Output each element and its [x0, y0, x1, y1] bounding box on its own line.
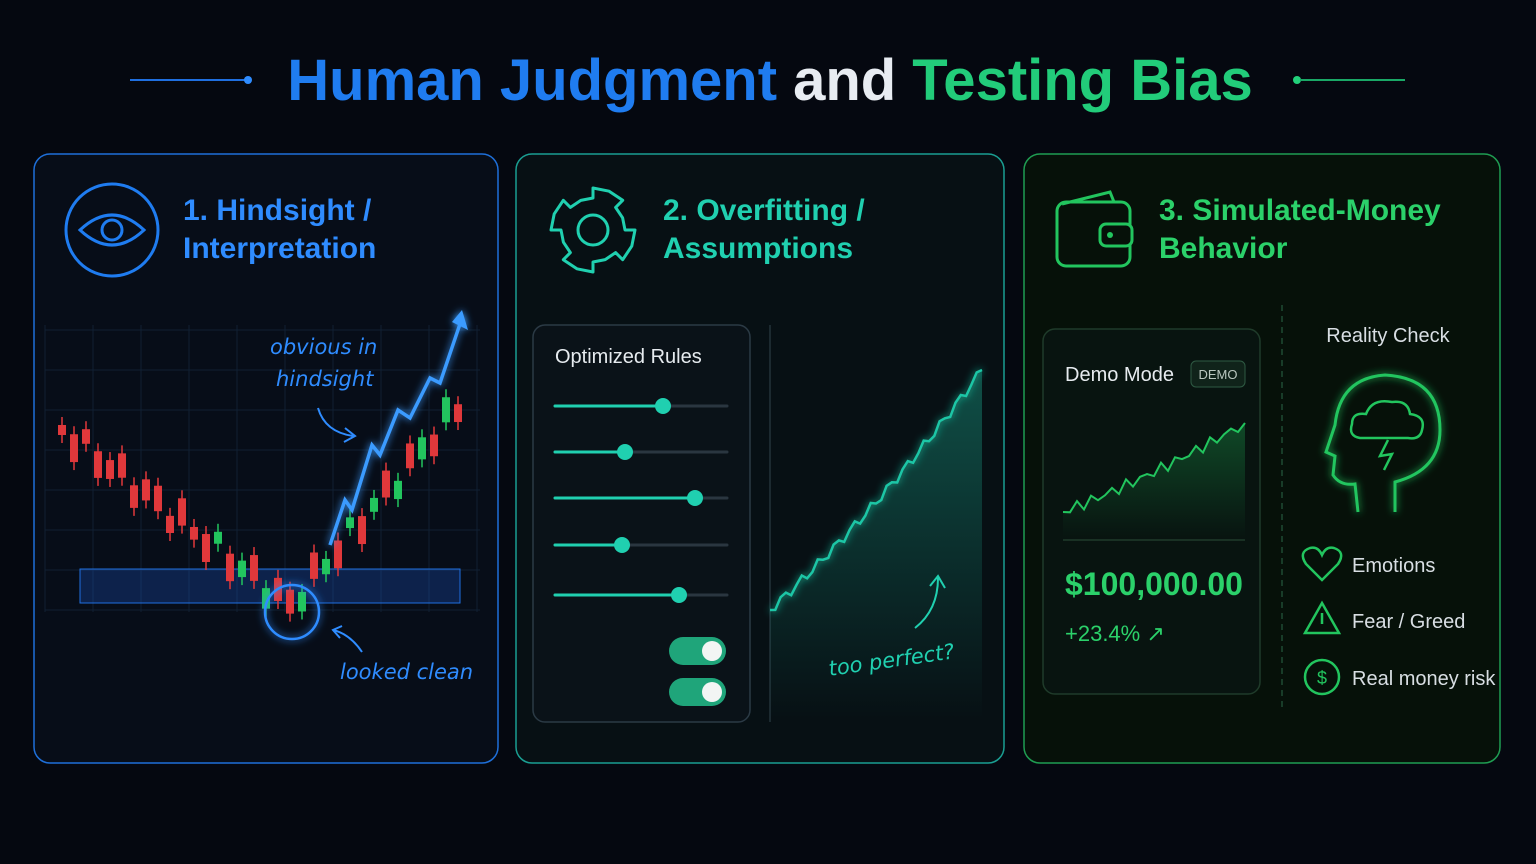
slider-knob [687, 490, 703, 506]
panel-title: Assumptions [663, 232, 853, 265]
candle-body [214, 531, 222, 544]
candle-body [370, 497, 378, 512]
title-part: Human Judgment [287, 48, 777, 113]
demo-curve [1062, 422, 1246, 514]
candle-body [298, 591, 306, 612]
cloud-icon [1349, 400, 1424, 440]
heart-icon [1301, 546, 1343, 582]
candle-body [310, 552, 318, 579]
annotation-arrow [331, 625, 363, 653]
hindsight-arrow [328, 317, 464, 546]
title-part: and [793, 48, 896, 113]
candle-body [82, 429, 90, 444]
candle-body [358, 516, 366, 545]
candle-body [322, 558, 330, 575]
toggle-knob [702, 641, 722, 661]
candle-body [454, 404, 462, 423]
sliders [553, 398, 729, 603]
candle-body [130, 485, 138, 508]
slider-knob [614, 537, 630, 553]
slider-knob [671, 587, 687, 603]
candle-body [286, 589, 294, 614]
title-part: Testing Bias [912, 48, 1253, 113]
annotation: obvious in [270, 335, 377, 359]
candle-body [430, 434, 438, 457]
candle-body [442, 397, 450, 423]
panel-title: Behavior [1159, 232, 1288, 265]
candle-body [334, 540, 342, 569]
slider-knob [617, 444, 633, 460]
candle-body [94, 451, 102, 478]
panel-title: 3. Simulated-Money [1159, 194, 1441, 227]
badge-text: DEMO [1199, 367, 1238, 382]
chart-grid [44, 325, 480, 612]
title-dot [1293, 76, 1301, 84]
candle-body [406, 443, 414, 469]
change: +23.4% ↗ [1065, 621, 1165, 646]
highlight-circle [263, 583, 321, 641]
bolt-icon [1377, 439, 1395, 471]
toggle-knob [702, 682, 722, 702]
candle-body [226, 553, 234, 582]
gear-icon [549, 186, 637, 274]
wallet-icon [1107, 232, 1113, 238]
reality-title: Reality Check [1326, 325, 1450, 347]
curve-area [770, 370, 982, 720]
gear-icon [576, 213, 610, 247]
dollar-icon: $ [1317, 668, 1327, 688]
candle-body [106, 460, 114, 479]
reality-item: Fear / Greed [1352, 611, 1465, 633]
candle-body [394, 480, 402, 500]
eye-icon [64, 182, 160, 278]
demo-badge [1190, 360, 1246, 388]
candle-body [346, 517, 354, 529]
demo-label: Demo Mode [1065, 364, 1174, 386]
annotation-arrow [317, 407, 357, 443]
candle-body [262, 588, 270, 609]
wallet-icon [1098, 222, 1134, 248]
warning-icon [1302, 600, 1342, 635]
balance: $100,000.00 [1065, 566, 1243, 602]
title-dot [244, 76, 252, 84]
panel-title: 2. Overfitting / [663, 194, 865, 227]
candle-body [58, 425, 66, 435]
gear-icon [549, 186, 637, 274]
eye-icon [77, 213, 147, 247]
annotation: looked clean [340, 660, 473, 684]
reality-item: Real money risk [1352, 668, 1496, 690]
demo-area [1063, 423, 1245, 538]
equity-curve [769, 368, 983, 612]
candle-body [166, 515, 174, 533]
candle-body [250, 555, 258, 581]
arrow-head [452, 310, 468, 330]
candle-body [190, 526, 198, 540]
reality-item: Emotions [1352, 555, 1435, 577]
rules-card [532, 324, 751, 723]
candle-body [70, 434, 78, 463]
panel-title: Interpretation [183, 232, 376, 265]
annotation-arrow [914, 574, 946, 629]
dollar-icon [1303, 658, 1341, 696]
candle-body [142, 479, 150, 501]
candlesticks [58, 389, 462, 622]
candle-body [118, 453, 126, 478]
panel-title: 1. Hindsight / [183, 194, 372, 227]
candle-body [382, 470, 390, 498]
candle-body [202, 534, 210, 563]
page-title: Human Judgment and Testing Bias [287, 48, 1253, 113]
candle-body [238, 560, 246, 578]
candle-body [178, 498, 186, 526]
candle-body [154, 485, 162, 512]
slider-knob [655, 398, 671, 414]
eye-icon [100, 218, 124, 242]
candle-body [418, 437, 426, 460]
head-icon [1324, 373, 1442, 513]
annotation: hindsight [276, 367, 374, 391]
card-title: Optimized Rules [555, 346, 702, 368]
wallet-icon [1061, 190, 1116, 206]
panel [33, 153, 499, 764]
